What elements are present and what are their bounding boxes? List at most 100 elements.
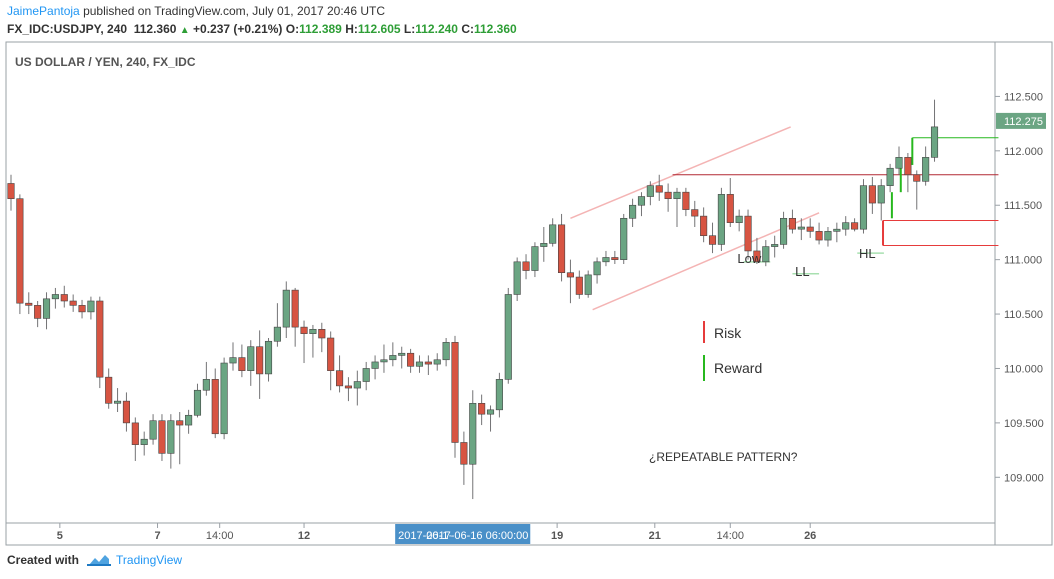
close-label: C: xyxy=(461,22,474,36)
x-tick-label: 5 xyxy=(57,530,63,542)
candle-down xyxy=(69,300,77,306)
low-value: 112.240 xyxy=(415,22,458,36)
candle-up xyxy=(629,204,637,219)
crosshair-date-highlight xyxy=(395,524,531,544)
chart-title: US DOLLAR / YEN, 240, FX_IDC xyxy=(15,55,196,69)
candle-up xyxy=(433,359,441,365)
candle-down xyxy=(753,250,761,263)
crosshair-date-label: 2017-06-16 06:00:00 xyxy=(426,530,528,542)
y-tick-label: 111.500 xyxy=(1004,200,1042,212)
candle-up xyxy=(149,420,157,440)
price-axis[interactable]: 112.500 112.000 111.500 111.000 110.500 110.0… xyxy=(995,91,1046,484)
candle-up xyxy=(602,257,610,263)
candle-up xyxy=(895,157,903,169)
time-axis[interactable]: 5 7 14:00 12 19 21 14:00 26 2017-06-1·2017-06-16… xyxy=(57,523,817,544)
candle-down xyxy=(451,342,459,443)
candle-down xyxy=(851,222,859,230)
candle-up xyxy=(922,157,930,182)
created-with-text: Created with xyxy=(7,553,80,567)
candle-up xyxy=(398,352,406,356)
candle-down xyxy=(682,191,690,210)
tradingview-brand: TradingView xyxy=(116,553,183,567)
candle-down xyxy=(868,185,876,204)
candle-down xyxy=(7,183,15,200)
candle-up xyxy=(371,361,379,369)
tradingview-logo-icon xyxy=(87,555,112,566)
candle-up xyxy=(637,196,646,206)
candle-up xyxy=(762,246,770,263)
candle-down xyxy=(522,261,530,271)
candle-up xyxy=(42,298,51,319)
pattern-question-label: ¿REPEATABLE PATTERN? xyxy=(649,450,798,464)
candle-up xyxy=(673,191,681,200)
candle-down xyxy=(708,235,717,245)
candle-down xyxy=(904,157,912,176)
candle-up xyxy=(167,420,175,454)
x-tick-label: 26 xyxy=(804,530,816,542)
candle-up xyxy=(247,346,255,371)
candle-up xyxy=(504,294,512,380)
price-change: +0.237 (+0.21%) xyxy=(193,22,283,36)
y-tick-label: 109.000 xyxy=(1004,472,1044,484)
author-link[interactable]: JaimePantoja xyxy=(7,4,80,18)
candle-up xyxy=(229,357,237,364)
footer: Created with TradingView xyxy=(7,553,182,567)
candle-down xyxy=(176,420,184,426)
y-tick-label: 110.500 xyxy=(1004,309,1043,321)
candle-up xyxy=(362,368,370,382)
candle-down xyxy=(344,385,352,389)
candle-down xyxy=(424,361,432,365)
candle-down xyxy=(788,217,796,230)
candle-down xyxy=(726,194,734,223)
candle-up xyxy=(549,224,557,244)
y-tick-label: 111.000 xyxy=(1004,255,1042,267)
candle-up xyxy=(771,244,779,247)
candle-down xyxy=(78,305,86,313)
low-label: Low xyxy=(737,251,761,266)
candle-up xyxy=(273,326,281,342)
symbol-line: FX_IDC:USDJPY, 240 112.360 ▲ +0.237 (+0.… xyxy=(7,22,517,36)
candle-up xyxy=(309,328,317,334)
candle-up xyxy=(51,294,59,300)
y-tick-label: 112.000 xyxy=(1004,146,1043,158)
candle-up xyxy=(717,194,725,245)
candle-down xyxy=(566,272,574,278)
candle-up xyxy=(735,215,743,223)
candle-up xyxy=(353,381,361,389)
candle-up xyxy=(389,355,397,361)
candle-down xyxy=(575,276,583,295)
candle-up xyxy=(620,217,628,260)
candles-layer xyxy=(7,99,939,500)
candle-up xyxy=(469,402,477,465)
high-value: 112.605 xyxy=(357,22,401,36)
candle-up xyxy=(877,185,885,204)
tradingview-link[interactable]: TradingView xyxy=(87,553,182,567)
candle-up xyxy=(540,243,548,247)
chart-frame xyxy=(5,41,1053,546)
candle-down xyxy=(158,420,166,454)
last-price: 112.360 xyxy=(133,22,177,36)
high-label: H: xyxy=(345,22,358,36)
x-tick-label: 12 xyxy=(298,530,310,542)
last-price-tag xyxy=(996,112,1046,129)
candle-up xyxy=(442,342,450,361)
candle-down xyxy=(815,231,823,241)
candle-up xyxy=(193,389,202,416)
candle-down xyxy=(327,337,335,371)
candle-down xyxy=(611,257,619,260)
close-value: 112.360 xyxy=(473,22,517,36)
reward-label: Reward xyxy=(714,360,762,376)
candle-down xyxy=(291,289,299,328)
candle-down xyxy=(691,209,699,217)
open-label: O: xyxy=(285,22,300,36)
y-tick-label: 112.500 xyxy=(1004,91,1043,103)
candle-up xyxy=(114,400,122,404)
hl-label: HL xyxy=(859,246,876,261)
channel-upper-line xyxy=(570,126,791,219)
candle-down xyxy=(105,376,113,404)
low-label: L: xyxy=(403,22,416,36)
candle-up xyxy=(220,362,228,435)
candle-down xyxy=(744,215,752,252)
candle-down xyxy=(478,402,486,415)
